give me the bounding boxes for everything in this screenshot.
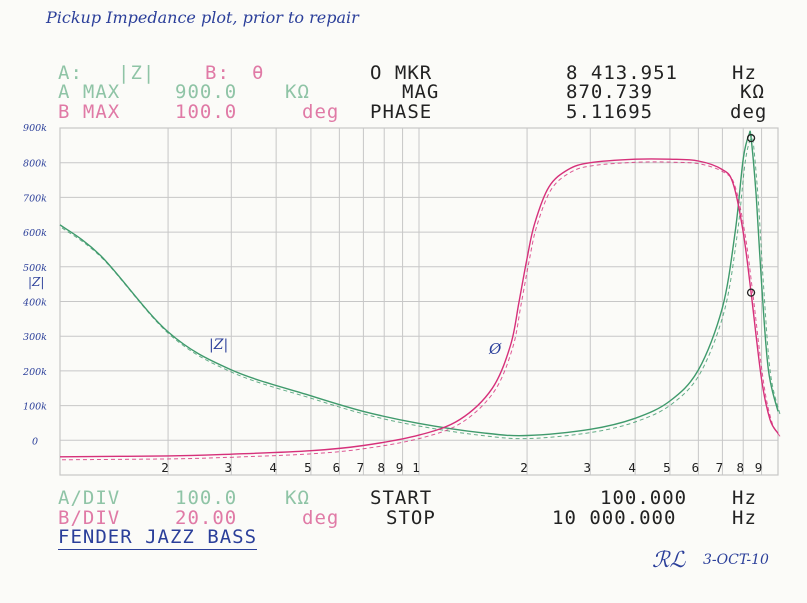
x-tick-label: 6 [692,460,700,475]
a-div-label: A/DIV [58,487,121,509]
start-unit: Hz [732,487,757,509]
stop-value: 10 000.000 [552,507,677,529]
b-max-value: 100.0 [175,101,238,123]
a-max-label: A MAX [58,81,121,103]
y-tick-label: 600k [23,228,47,239]
x-tick-label: 3 [225,460,233,475]
handwritten-title: Pickup Impedance plot, prior to repair [46,8,359,27]
phase-value: 5.11695 [566,101,654,123]
x-tick-label: 5 [304,460,312,475]
b-label: B: [205,62,230,84]
a-max-unit: KΩ [285,81,310,103]
trace-a-ghost-line [61,133,781,440]
start-value: 100.000 [600,487,688,509]
y-tick-label: 300k [23,332,47,343]
y-axis-labels: 900k 800k 700k 600k 500k 400k 300k 200k 100k 0 |Z| [22,123,47,447]
start-label: START [370,487,433,509]
x-tick-label: 8 [736,460,744,475]
trace-a-annotation: |Z| [209,337,229,353]
markers [746,133,756,297]
b-div-label: B/DIV [58,507,121,529]
phase-label: PHASE [370,101,433,123]
marker-b [746,288,756,297]
x-tick-label: 7 [716,460,724,475]
y-tick-label: 400k [22,298,47,309]
y-tick-label: 700k [23,193,47,204]
x-tick-label: 3 [584,460,592,475]
a-max-value: 900.0 [175,81,238,103]
marker-value: 8 413.951 [566,62,678,84]
trace-a-line [59,130,779,437]
mag-value: 870.739 [566,81,654,103]
a-label: A: [58,62,83,84]
x-tick-label: 2 [161,460,169,475]
trace-b-annotation: Ø [489,340,502,358]
x-tick-label: 2 [520,460,528,475]
handwritten-date: 3-OCT-10 [703,552,769,568]
trace-b-ghost-line [61,161,781,461]
phase-unit: deg [730,101,768,123]
mag-label: MAG [402,81,440,103]
y-tick-label: 500k [23,263,47,274]
y-tick-label: 100k [23,402,47,413]
y-tick-label: 800k [23,159,47,170]
y-axis-title: |Z| [28,275,44,289]
b-max-unit: deg [302,101,340,123]
x-tick-label: 5 [663,460,671,475]
stop-label: STOP [386,507,436,529]
x-tick-label: 1 [412,460,420,475]
x-tick-label: 4 [269,460,277,475]
y-tick-label: 200k [22,367,47,378]
b-div-unit: deg [302,507,340,529]
x-tick-label: 9 [396,460,404,475]
trace-b-line [59,158,779,458]
y-tick-label: 0 [32,436,38,447]
y-tick-label: 900k [23,123,47,134]
x-tick-label: 7 [357,460,365,475]
a-div-unit: KΩ [285,487,310,509]
plot-grid [59,127,779,476]
x-tick-label: 4 [628,460,636,475]
marker-a [746,133,756,143]
traces [59,130,781,461]
stop-unit: Hz [732,507,757,529]
x-tick-label: 9 [755,460,763,475]
marker-unit: Hz [732,62,757,84]
mag-unit: KΩ [740,81,765,103]
x-tick-label: 8 [377,460,385,475]
b-value: θ [252,62,265,84]
a-div-value: 100.0 [175,487,238,509]
marker-label: O MKR [370,62,433,84]
b-max-label: B MAX [58,101,121,123]
signature: ℛℒ [652,548,686,573]
b-div-value: 20.00 [175,507,238,529]
x-tick-label: 6 [333,460,341,475]
instrument-label: FENDER JAZZ BASS [58,526,258,550]
a-value: |Z| [118,62,156,84]
